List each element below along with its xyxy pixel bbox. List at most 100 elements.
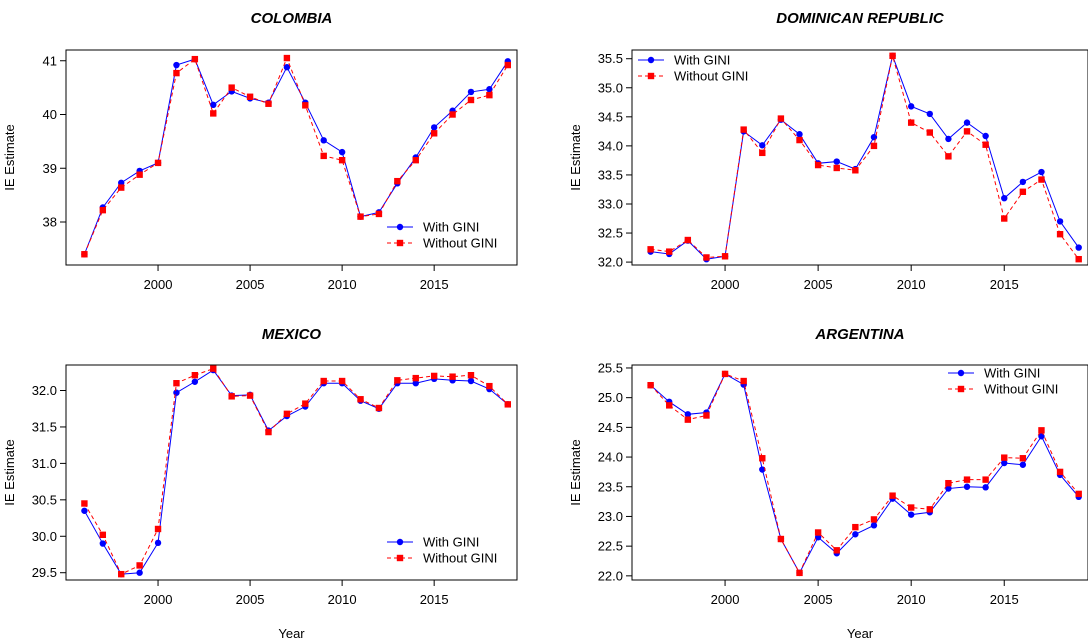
data-point	[210, 110, 217, 117]
data-point	[210, 101, 217, 109]
series-without-gini	[81, 365, 511, 578]
chart-panel-0: COLOMBIA 2000 2005 2010 2015 38 39 40 41 IE Estim…	[2, 10, 518, 292]
series-line	[650, 373, 1080, 574]
data-point	[963, 119, 971, 126]
data-point	[721, 253, 729, 260]
data-point	[796, 569, 803, 577]
y-axis-label: IE Estimate	[568, 439, 583, 505]
data-point	[173, 389, 180, 396]
y-tick-label: 38	[43, 215, 57, 230]
data-point	[504, 401, 511, 408]
plot-frame	[631, 364, 1088, 581]
x-tick-label: 2015	[420, 592, 449, 607]
data-point	[173, 380, 180, 387]
data-point	[684, 411, 692, 418]
data-point	[1075, 244, 1082, 251]
data-point	[1019, 188, 1027, 195]
data-point	[1038, 176, 1045, 183]
data-point	[430, 124, 438, 131]
data-point	[118, 179, 125, 186]
y-tick-label: 32.0	[598, 255, 623, 270]
legend-marker	[957, 385, 965, 393]
data-point	[191, 372, 199, 379]
legend-marker	[396, 554, 404, 562]
data-point	[926, 506, 933, 513]
data-point	[228, 393, 235, 400]
data-point	[759, 466, 766, 473]
x-tick-label: 2015	[990, 277, 1019, 292]
data-point	[852, 531, 859, 538]
data-point	[870, 516, 878, 523]
x-tick-label: 2005	[804, 592, 833, 607]
data-point	[833, 547, 840, 554]
legend-label: With GINI	[423, 535, 479, 550]
data-point	[338, 377, 346, 385]
data-point	[703, 412, 710, 419]
data-point	[99, 531, 107, 539]
data-point	[486, 91, 493, 99]
series-line	[650, 55, 1080, 260]
y-axis-label: IE Estimate	[2, 124, 17, 190]
data-point	[191, 55, 199, 63]
legend-label: Without GINI	[984, 382, 1058, 397]
data-point	[684, 236, 692, 244]
legend-label: With GINI	[984, 366, 1040, 381]
x-tick-label: 2005	[804, 277, 833, 292]
data-point	[1056, 468, 1064, 476]
data-point	[430, 372, 438, 380]
data-point	[1056, 218, 1064, 225]
chart-title: MEXICO	[262, 326, 322, 343]
data-point	[430, 130, 438, 137]
data-point	[852, 523, 859, 531]
data-point	[759, 142, 766, 149]
data-point	[283, 410, 291, 418]
legend-label: Without GINI	[423, 236, 497, 251]
data-point	[666, 402, 673, 409]
data-point	[467, 96, 475, 104]
legend-marker	[396, 223, 404, 231]
legend-marker	[647, 56, 655, 64]
y-tick-label: 34.5	[598, 109, 623, 124]
x-tick-label: 2005	[236, 277, 265, 292]
data-point	[265, 100, 272, 107]
data-point	[320, 377, 327, 385]
y-tick-label: 25.0	[598, 390, 623, 405]
data-point	[926, 110, 933, 118]
data-point	[907, 511, 915, 518]
data-point	[357, 396, 364, 403]
y-tick-label: 31.0	[32, 456, 57, 471]
data-point	[796, 136, 803, 144]
data-point	[394, 377, 401, 384]
data-point	[945, 479, 952, 487]
data-point	[338, 156, 346, 164]
data-point	[338, 148, 346, 156]
x-tick-label: 2010	[897, 277, 926, 292]
data-point	[118, 184, 125, 191]
y-tick-label: 33.0	[598, 196, 623, 211]
data-point	[486, 382, 493, 390]
data-point	[173, 61, 180, 69]
data-point	[136, 171, 143, 178]
x-tick-label: 2010	[328, 277, 357, 292]
data-point	[833, 164, 840, 172]
data-point	[1038, 168, 1045, 176]
data-point	[394, 177, 401, 185]
y-tick-label: 33.5	[598, 167, 623, 182]
data-point	[136, 562, 143, 569]
data-point	[777, 535, 785, 543]
data-point	[721, 370, 729, 378]
series-without-gini	[647, 52, 1082, 263]
data-point	[945, 485, 952, 492]
legend-marker	[396, 239, 404, 247]
data-point	[666, 248, 673, 255]
y-tick-label: 34.0	[598, 138, 623, 153]
data-point	[320, 152, 327, 160]
data-point	[191, 378, 199, 385]
y-tick-label: 30.5	[32, 492, 57, 507]
data-point	[870, 522, 878, 529]
y-tick-label: 30.0	[32, 529, 57, 544]
data-point	[375, 404, 383, 412]
